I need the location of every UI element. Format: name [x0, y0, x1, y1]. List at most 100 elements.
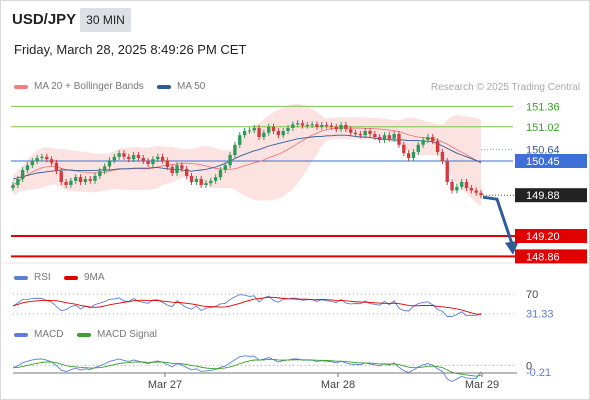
candle-body — [35, 158, 39, 161]
macd-tick: 0 — [526, 360, 532, 372]
candle-body — [440, 152, 445, 161]
candle-body — [397, 134, 401, 145]
credit-text: Research © 2025 Trading Central — [430, 82, 580, 93]
rsi-ma-line — [12, 296, 482, 315]
candle-body — [291, 124, 295, 128]
candle-body — [180, 165, 184, 169]
candle-body — [88, 179, 92, 181]
legend-label: MA 20 + Bollinger Bands — [34, 81, 144, 92]
level-label: 148.86 — [526, 251, 560, 263]
candle-body — [363, 131, 367, 136]
candle-body — [382, 135, 387, 140]
candle-body — [74, 177, 78, 181]
legend-swatch — [14, 332, 28, 337]
candle-body — [189, 176, 194, 182]
level-label: 149.20 — [526, 231, 560, 243]
forecast-arrow — [482, 195, 515, 248]
candle-body — [233, 144, 237, 155]
candle-body — [30, 161, 34, 166]
candle-body — [175, 165, 179, 173]
candle-body — [349, 129, 353, 133]
candle-body — [83, 179, 88, 182]
candle-body — [305, 125, 309, 126]
symbol-title: USD/JPY — [12, 11, 77, 28]
level-label: 150.64 — [526, 145, 560, 157]
forecast-arrowhead — [505, 240, 519, 255]
candle-body — [165, 160, 170, 167]
candle-body — [276, 131, 281, 136]
level-label: 150.45 — [526, 156, 560, 168]
candle-body — [131, 155, 136, 160]
candle-body — [54, 162, 59, 172]
candle-body — [93, 176, 97, 181]
candle-body — [387, 135, 392, 139]
candle-body — [479, 192, 483, 196]
legend-label: MA 50 — [177, 81, 206, 92]
candle-body — [141, 158, 145, 161]
candle-body — [209, 180, 213, 184]
level-label-box — [515, 154, 587, 168]
candle-body — [151, 159, 155, 164]
candle-body — [252, 128, 256, 131]
candle-body — [247, 130, 252, 132]
legend-swatch — [64, 275, 78, 280]
legend-ma20-bollinger: MA 20 + Bollinger Bands — [14, 81, 144, 92]
candle-body — [271, 126, 276, 131]
candle-body — [435, 141, 440, 152]
candle-body — [107, 160, 112, 167]
legend-label: 9MA — [84, 272, 105, 283]
candle-body — [411, 152, 416, 158]
candle-body — [213, 177, 218, 181]
candle-body — [16, 179, 20, 185]
legend-rsi: RSI — [14, 272, 51, 283]
candle-body — [242, 131, 247, 136]
candle-body — [469, 188, 474, 191]
candle-body — [112, 156, 117, 161]
candle-body — [450, 182, 454, 191]
bollinger-band — [13, 103, 481, 207]
candle-body — [281, 131, 285, 136]
candle-body — [20, 170, 25, 179]
legend-label: MACD — [34, 329, 64, 340]
candle-body — [373, 134, 377, 137]
candle-body — [238, 135, 242, 145]
candle-body — [445, 161, 449, 182]
candle-body — [416, 144, 420, 152]
macd-signal-line — [12, 358, 482, 377]
candle-body — [353, 132, 358, 134]
candle-body — [49, 159, 54, 163]
candle-body — [267, 126, 271, 133]
candle-body — [464, 182, 469, 188]
candle-body — [170, 167, 174, 173]
candle-body — [474, 190, 478, 193]
candle-body — [455, 186, 459, 191]
candle-body — [185, 168, 189, 176]
candle-body — [218, 170, 223, 178]
candle-body — [146, 161, 150, 164]
candle-body — [98, 171, 102, 176]
candle-body — [406, 153, 411, 158]
legend-swatch — [14, 84, 28, 89]
timeframe-button[interactable]: 30 MIN — [80, 8, 131, 32]
candle-body — [402, 144, 406, 154]
candle-body — [199, 179, 203, 185]
candle-body — [329, 125, 334, 127]
candle-body — [377, 137, 382, 140]
x-tick-label: Mar 29 — [465, 379, 499, 391]
candle-body — [64, 182, 68, 185]
last-price-label: 149.88 — [526, 190, 560, 202]
candle-body — [358, 134, 363, 136]
candle-body — [136, 155, 141, 158]
candle-body — [315, 124, 319, 127]
macd-last-label: -0.21 — [526, 367, 551, 379]
legend-macd: MACD — [14, 329, 63, 340]
candle-body — [426, 137, 430, 140]
candle-body — [262, 132, 266, 137]
candle-body — [300, 123, 305, 126]
legend-swatch — [77, 332, 91, 337]
candle-body — [392, 134, 396, 139]
candle-body — [228, 155, 232, 166]
rsi-tick: 70 — [526, 289, 538, 301]
candle-body — [431, 137, 435, 142]
